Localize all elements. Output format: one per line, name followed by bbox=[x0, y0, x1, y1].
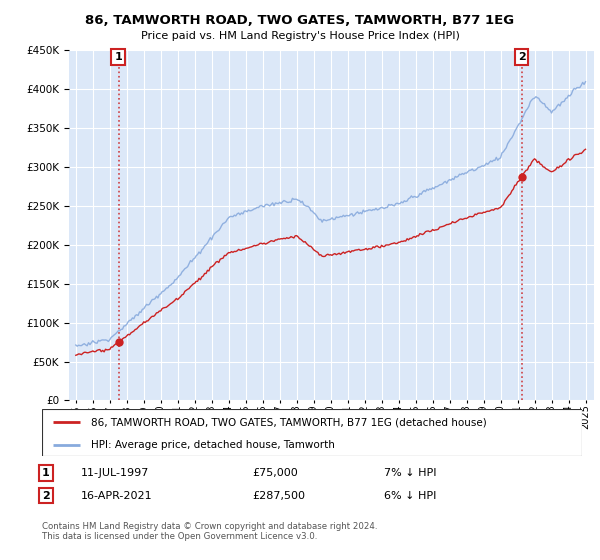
Text: 86, TAMWORTH ROAD, TWO GATES, TAMWORTH, B77 1EG (detached house): 86, TAMWORTH ROAD, TWO GATES, TAMWORTH, … bbox=[91, 417, 487, 427]
Text: 86, TAMWORTH ROAD, TWO GATES, TAMWORTH, B77 1EG: 86, TAMWORTH ROAD, TWO GATES, TAMWORTH, … bbox=[85, 14, 515, 27]
Text: 1: 1 bbox=[42, 468, 50, 478]
Text: 16-APR-2021: 16-APR-2021 bbox=[81, 491, 152, 501]
Text: 2: 2 bbox=[518, 52, 526, 62]
Text: £75,000: £75,000 bbox=[252, 468, 298, 478]
Text: HPI: Average price, detached house, Tamworth: HPI: Average price, detached house, Tamw… bbox=[91, 440, 334, 450]
Text: 2: 2 bbox=[42, 491, 50, 501]
Text: 1: 1 bbox=[114, 52, 122, 62]
FancyBboxPatch shape bbox=[42, 409, 582, 456]
Text: 6% ↓ HPI: 6% ↓ HPI bbox=[384, 491, 436, 501]
Text: 11-JUL-1997: 11-JUL-1997 bbox=[81, 468, 149, 478]
Text: Price paid vs. HM Land Registry's House Price Index (HPI): Price paid vs. HM Land Registry's House … bbox=[140, 31, 460, 41]
Text: Contains HM Land Registry data © Crown copyright and database right 2024.
This d: Contains HM Land Registry data © Crown c… bbox=[42, 522, 377, 542]
Text: 7% ↓ HPI: 7% ↓ HPI bbox=[384, 468, 437, 478]
Text: £287,500: £287,500 bbox=[252, 491, 305, 501]
